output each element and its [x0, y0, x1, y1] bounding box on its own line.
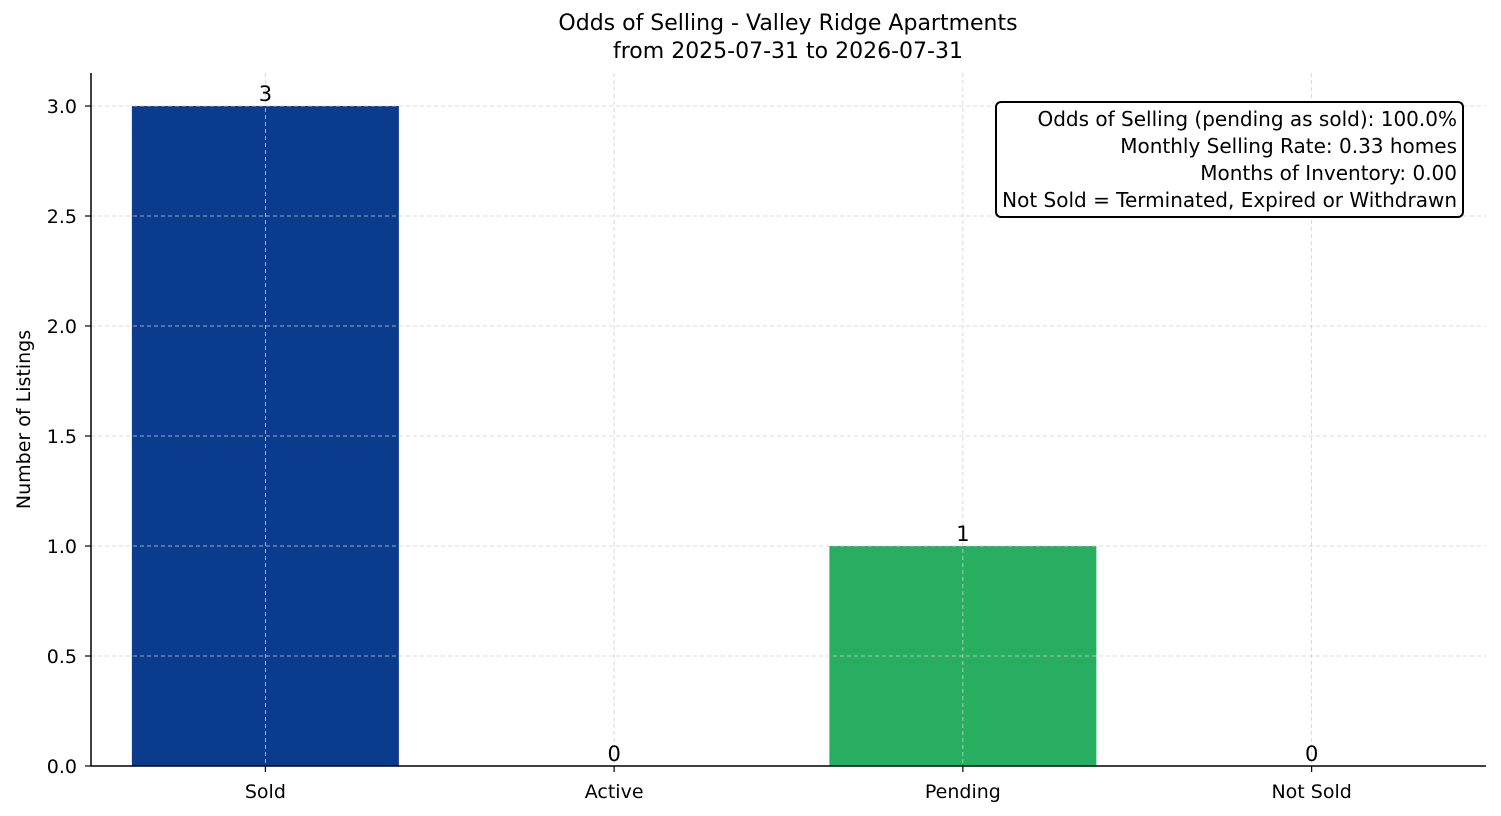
y-tick-label: 2.5	[47, 206, 77, 228]
y-tick-label: 1.5	[47, 426, 77, 448]
data-label: 0	[1305, 742, 1318, 766]
y-tick-label: 0.5	[47, 646, 77, 668]
chart-title: Odds of Selling - Valley Ridge Apartment…	[0, 10, 1501, 66]
stats-line-odds: Odds of Selling (pending as sold): 100.0…	[1037, 107, 1457, 131]
y-axis-label: Number of Listings	[13, 330, 35, 509]
y-tick-label: 2.0	[47, 316, 77, 338]
y-tick-label: 1.0	[47, 536, 77, 558]
data-label: 1	[956, 522, 969, 546]
y-tick-label: 0.0	[47, 756, 77, 778]
stats-line-not-sold: Not Sold = Terminated, Expired or Withdr…	[1002, 188, 1457, 212]
data-label: 3	[259, 82, 272, 106]
x-tick-label: Sold	[245, 781, 286, 803]
stats-annotation-box: Odds of Selling (pending as sold): 100.0…	[995, 101, 1464, 218]
stats-line-rate: Monthly Selling Rate: 0.33 homes	[1120, 134, 1457, 158]
x-tick-label: Not Sold	[1271, 781, 1351, 803]
data-label: 0	[607, 742, 620, 766]
x-tick-label: Pending	[925, 781, 1001, 803]
chart-title-main: Odds of Selling - Valley Ridge Apartment…	[558, 11, 1018, 36]
stats-line-inventory: Months of Inventory: 0.00	[1200, 161, 1457, 185]
chart-subtitle: from 2025-07-31 to 2026-07-31	[613, 39, 963, 64]
y-tick-label: 3.0	[47, 96, 77, 118]
x-tick-label: Active	[585, 781, 644, 803]
